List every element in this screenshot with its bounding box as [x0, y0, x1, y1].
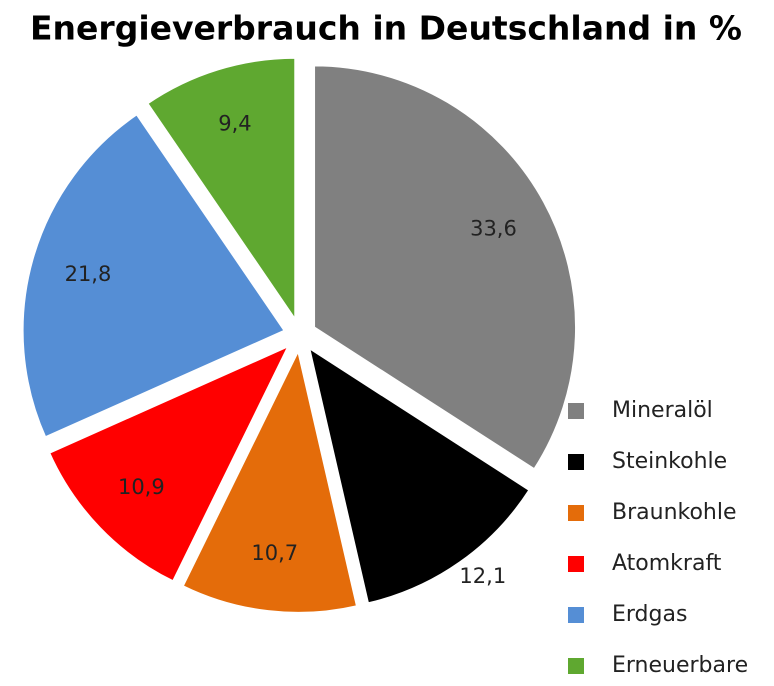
data-label: 10,9: [118, 475, 165, 499]
pie-slice: [313, 64, 578, 471]
legend-label: Steinkohle: [612, 449, 727, 474]
data-label: 33,6: [470, 217, 517, 241]
chart-title: Energieverbrauch in Deutschland in %: [30, 9, 742, 48]
pie-slice: [181, 347, 359, 614]
legend-swatch: [568, 454, 584, 470]
data-label: 21,8: [65, 262, 112, 286]
legend-label: Mineralöl: [612, 398, 713, 423]
pie-slice: [21, 112, 287, 439]
legend-swatch: [568, 505, 584, 521]
legend-label: Braunkohle: [612, 500, 737, 525]
pie-slice: [146, 56, 297, 323]
legend-label: Atomkraft: [612, 551, 722, 576]
legend-swatch: [568, 607, 584, 623]
legend-swatch: [568, 556, 584, 572]
legend-swatch: [568, 658, 584, 674]
data-label: 9,4: [218, 111, 251, 135]
legend-label: Erneuerbare: [612, 653, 748, 678]
pie-slice: [47, 344, 291, 583]
legend-swatch: [568, 403, 584, 419]
legend-label: Erdgas: [612, 602, 687, 627]
data-label: 12,1: [459, 564, 506, 588]
data-label: 10,7: [251, 541, 298, 565]
pie-slice: [307, 345, 531, 605]
